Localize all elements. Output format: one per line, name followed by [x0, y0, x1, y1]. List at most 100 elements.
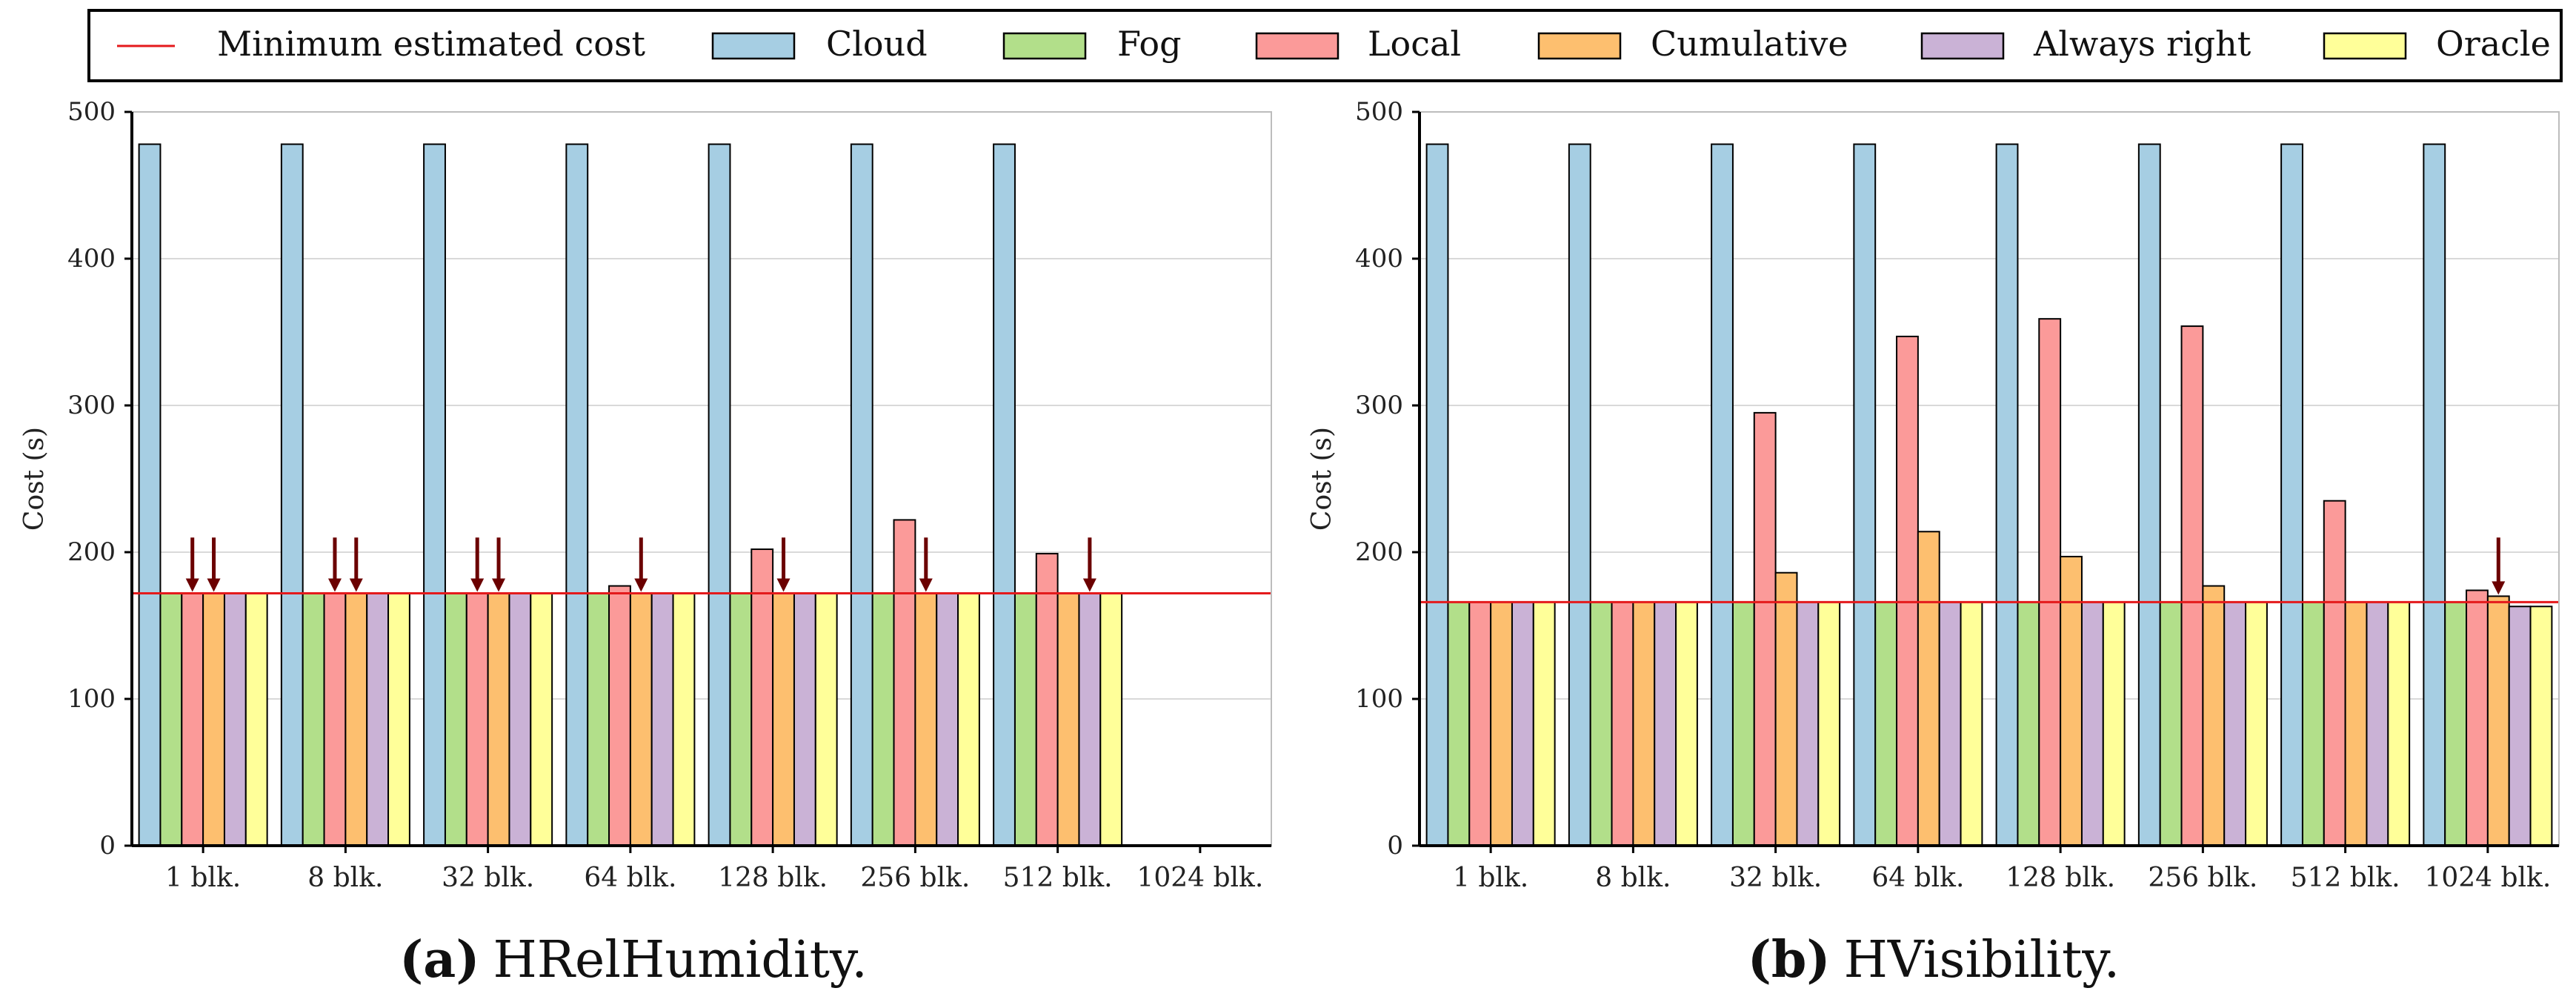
y-tick-label: 500 — [67, 97, 116, 127]
bar-always-right-8 — [2508, 606, 2532, 846]
bar-fog-4 — [1874, 601, 1898, 846]
bar-always-right-5 — [793, 592, 816, 846]
bar-oracle-1 — [244, 592, 268, 846]
legend-oracle-label: Oracle — [2436, 24, 2551, 64]
legend-always-right-label: Always right — [2033, 24, 2251, 64]
bar-cumulative-1 — [1490, 601, 1513, 846]
legend-cumulative-label: Cumulative — [1651, 24, 1848, 64]
y-tick-label: 0 — [1387, 831, 1403, 861]
bar-oracle-4 — [1960, 601, 1983, 846]
bar-local-6 — [2180, 325, 2204, 846]
y-ticks: 0 100 200 300 400 500 — [1355, 97, 1420, 861]
bar-cloud-4 — [565, 143, 589, 846]
bar-cloud-6 — [2137, 143, 2161, 846]
bar-cloud-5 — [708, 143, 731, 846]
y-tick-label: 200 — [1355, 537, 1403, 567]
bar-fog-8 — [2444, 601, 2468, 846]
x-tick-label: 256 blk. — [860, 863, 970, 893]
bar-cumulative-6 — [2202, 585, 2226, 846]
legend-cumulative-swatch — [1537, 32, 1622, 60]
arrows — [2492, 537, 2506, 595]
bar-cumulative-4 — [1917, 531, 1940, 847]
y-tick-label: 300 — [67, 391, 116, 420]
bar-cloud-7 — [993, 143, 1016, 846]
arrow-marker — [185, 537, 199, 592]
bar-always-right-3 — [508, 592, 532, 846]
bar-oracle-3 — [1817, 601, 1841, 846]
bar-fog-7 — [2301, 601, 2325, 846]
bar-fog-2 — [1589, 601, 1613, 846]
x-tick-label: 32 blk. — [1729, 863, 1822, 893]
x-tick-label: 1 blk. — [1453, 863, 1528, 893]
bar-always-right-2 — [1654, 601, 1677, 846]
x-tick-label: 512 blk. — [2291, 863, 2400, 893]
legend-cumulative: Cumulative — [1537, 24, 1848, 64]
bar-fog-7 — [1014, 592, 1037, 846]
chart-hvisibility: 0 100 200 300 400 500 1 blk. 8 blk. 32 blk. 64 bl… — [1307, 97, 2560, 989]
bar-fog-3 — [1731, 601, 1755, 846]
x-tick-label: 1 blk. — [165, 863, 241, 893]
arrow-marker — [919, 537, 933, 592]
x-ticks: 1 blk. 8 blk. 32 blk. 64 blk. 128 blk. 256 bl… — [165, 846, 1263, 893]
x-tick-label: 64 blk. — [584, 863, 676, 893]
bar-cloud-3 — [423, 143, 446, 846]
arrow-marker — [1082, 537, 1096, 592]
bar-cloud-2 — [280, 143, 304, 846]
legend-cloud-swatch — [711, 32, 796, 60]
arrow-marker — [349, 537, 363, 592]
bar-local-5 — [750, 548, 774, 846]
x-tick-label: 1024 blk. — [2424, 863, 2551, 893]
y-tick-label: 100 — [1355, 684, 1403, 714]
arrow-marker — [2492, 537, 2506, 595]
bar-local-3 — [465, 592, 489, 846]
bar-local-4 — [608, 585, 631, 846]
legend-fog-label: Fog — [1117, 24, 1182, 64]
bar-oracle-6 — [2245, 601, 2268, 846]
bar-always-right-7 — [2366, 601, 2389, 846]
bar-always-right-1 — [1511, 601, 1534, 846]
bar-cloud-2 — [1568, 143, 1591, 846]
y-ticks: 0 100 200 300 400 500 — [67, 97, 132, 861]
bar-oracle-2 — [1675, 601, 1698, 846]
arrow-marker — [470, 537, 485, 592]
arrow-marker — [207, 537, 221, 592]
x-tick-label: 128 blk. — [718, 863, 828, 893]
bar-always-right-7 — [1078, 592, 1102, 846]
x-tick-label: 128 blk. — [2006, 863, 2115, 893]
x-tick-label: 1024 blk. — [1136, 863, 1263, 893]
bar-fog-3 — [444, 592, 467, 846]
chart-hrelhumidity: 0 100 200 300 400 500 1 blk. 8 blk. 32 blk. 64 bl… — [19, 97, 1272, 989]
bar-cloud-1 — [1425, 143, 1449, 846]
bar-cloud-4 — [1853, 143, 1877, 846]
bar-cumulative-2 — [345, 592, 368, 846]
bar-cumulative-6 — [914, 592, 938, 846]
bar-cumulative-3 — [1774, 571, 1798, 846]
y-tick-label: 200 — [67, 537, 116, 567]
y-axis-label: Cost (s) — [19, 427, 50, 531]
x-tick-label: 512 blk. — [1003, 863, 1113, 893]
bar-always-right-4 — [650, 592, 674, 846]
bar-oracle-5 — [814, 592, 838, 846]
bar-cloud-3 — [1711, 143, 1734, 846]
bar-fog-2 — [302, 592, 325, 846]
bar-cloud-7 — [2280, 143, 2303, 846]
legend-fog: Fog — [1002, 24, 1182, 64]
bar-cumulative-3 — [487, 592, 510, 846]
chart-caption: (a) HRelHumidity. — [399, 930, 868, 989]
y-tick-label: 0 — [99, 831, 116, 861]
bar-local-1 — [181, 592, 204, 846]
caption-letter: (b) — [1748, 930, 1831, 989]
bar-cumulative-4 — [629, 592, 653, 846]
y-tick-label: 100 — [67, 684, 116, 714]
bar-cumulative-1 — [202, 592, 225, 846]
bar-cumulative-2 — [1632, 601, 1656, 846]
bar-cloud-5 — [1995, 143, 2019, 846]
bar-always-right-1 — [223, 592, 247, 846]
legend-minimum-estimated-cost: Minimum estimated cost — [117, 24, 646, 64]
bar-fog-4 — [587, 592, 610, 846]
bar-local-7 — [1035, 552, 1059, 846]
bar-local-1 — [1468, 601, 1492, 846]
chart-caption: (b) HVisibility. — [1748, 930, 2120, 989]
bar-cumulative-5 — [772, 592, 795, 846]
y-tick-label: 400 — [1355, 244, 1403, 273]
